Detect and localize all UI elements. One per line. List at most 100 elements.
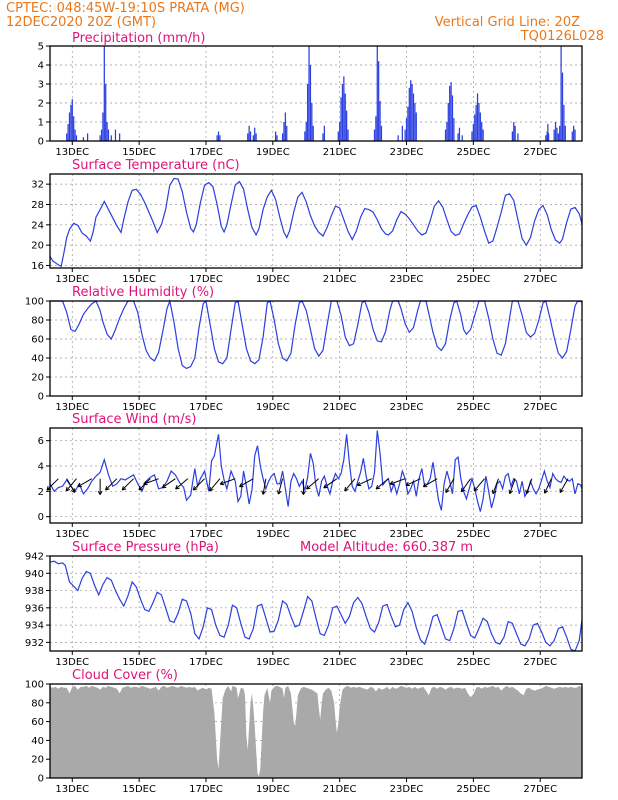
precip-bar: [70, 104, 72, 141]
wind-ytick-label: 6: [38, 436, 44, 447]
precip-ytick-label: 4: [38, 61, 44, 72]
precip-bar: [86, 133, 89, 141]
precip-bar: [514, 125, 516, 141]
temp-line: [49, 177, 583, 268]
precip-bar: [559, 125, 561, 141]
precip-bar: [114, 129, 117, 141]
wind-arrow-shaft: [277, 478, 284, 495]
panel-cloud: Cloud Cover (%) 0 20 40 60 80 100 13DEC 15DEC 17D…: [25, 668, 583, 795]
pres-ytick-label: 938: [25, 586, 44, 597]
panel-wind: Surface Wind (m/s) 0 2 4 6 13DEC 15DEC 17DEC 19D…: [38, 412, 583, 540]
wind-xtick-label: 27DEC: [523, 529, 557, 540]
precip-bar: [444, 129, 447, 141]
wind-arrow-shaft: [175, 478, 189, 490]
precip-bar: [73, 116, 75, 141]
wind-arrow-shaft: [306, 478, 320, 490]
wind-arrow: [301, 478, 306, 495]
precip-bar: [216, 135, 218, 141]
wind-arrow-shaft: [525, 478, 533, 494]
wind-arrow-head: [262, 490, 266, 495]
wind-xtick-label: 15DEC: [122, 529, 156, 540]
precip-bar: [322, 133, 324, 141]
wind-arrow: [356, 478, 372, 487]
wind-arrow-head: [193, 488, 198, 491]
precip-bar: [461, 135, 463, 141]
precip-xtick-label: 21DEC: [323, 147, 357, 158]
wind-arrow-head: [405, 481, 409, 486]
precip-bar: [305, 122, 307, 141]
wind-arrow-head: [192, 486, 195, 491]
temp-ytick-label: 16: [31, 261, 44, 272]
rh-xtick-label: 23DEC: [390, 402, 424, 413]
cloud-xtick-label: 21DEC: [323, 784, 357, 795]
wind-arrow: [405, 478, 421, 487]
wind-arrow-head: [509, 490, 514, 495]
wind-arrow-head: [389, 480, 394, 485]
rh-xtick-label: 27DEC: [523, 402, 557, 413]
cloud-frame: [49, 683, 583, 779]
rh-title: Relative Humidity (%): [72, 285, 214, 300]
temp-ytick-label: 20: [31, 241, 44, 252]
precip-bar: [546, 131, 548, 141]
precip-bar: [254, 127, 256, 141]
wind-arrow: [473, 478, 485, 492]
precip-bar: [561, 72, 564, 141]
precip-bar: [511, 131, 513, 141]
precip-bar: [283, 122, 285, 141]
precip-bar: [376, 46, 378, 141]
wind-arrow-head: [175, 487, 180, 490]
wind-arrow-shaft: [356, 478, 372, 486]
precip-bar: [103, 46, 105, 141]
precip-bar: [474, 114, 476, 141]
cloud-ytick-label: 40: [31, 736, 44, 747]
precip-bar: [82, 137, 85, 141]
precip-bar: [312, 125, 314, 141]
wind-arrow: [460, 478, 471, 493]
precip-bar: [347, 129, 349, 141]
wind-arrow: [277, 478, 284, 495]
cloud-ytick-label: 60: [31, 717, 44, 728]
rh-xtick-label: 21DEC: [323, 402, 357, 413]
panel-rh: Relative Humidity (%) 0 20 40 60 80 100 13DEC 15…: [25, 285, 583, 413]
precip-bar: [478, 103, 480, 141]
wind-arrow-shaft: [559, 478, 569, 493]
wind-arrow-head: [77, 482, 81, 487]
wind-xtick-label: 17DEC: [189, 529, 223, 540]
wind-arrow-shaft: [143, 478, 159, 485]
precip-title: Precipitation (mm/h): [72, 31, 205, 46]
wind-arrow-head: [303, 490, 306, 495]
wind-arrow-head: [71, 490, 75, 493]
wind-arrow-shaft: [423, 478, 438, 488]
wind-arrow-head: [161, 484, 165, 489]
precip-bar: [482, 129, 484, 141]
wind-arrow-shaft: [65, 478, 77, 492]
pres-xtick-label: 21DEC: [323, 657, 357, 668]
pres-xtick-label: 25DEC: [457, 657, 491, 668]
wind-arrow-shaft: [220, 478, 236, 485]
wind-arrow-head: [122, 488, 127, 491]
wind-arrow-head: [97, 490, 101, 495]
wind-arrow-head: [559, 490, 564, 493]
precip-bar: [553, 129, 555, 141]
wind-arrow: [344, 478, 356, 492]
precip-bar: [337, 131, 339, 141]
wind-arrow: [239, 478, 254, 488]
wind-arrow-head: [138, 486, 141, 491]
wind-line: [49, 430, 583, 512]
wind-arrow-head: [65, 489, 71, 492]
temp-xtick-label: 17DEC: [189, 274, 223, 285]
wind-arrow: [525, 478, 533, 495]
wind-arrow-head: [492, 490, 497, 495]
precip-bar: [380, 125, 383, 141]
wind-arrow: [121, 478, 134, 491]
precip-bar: [252, 135, 254, 141]
temp-xtick-label: 15DEC: [122, 274, 156, 285]
precip-bar: [67, 123, 69, 141]
precip-bar: [281, 133, 284, 141]
wind-arrow-shaft: [509, 478, 516, 494]
wind-arrow: [65, 478, 77, 492]
panel-precip: Precipitation (mm/h) 0 1 2 3 4 5 13DEC 15DEC 17DE…: [38, 31, 583, 158]
precip-bar: [311, 103, 313, 141]
precip-bar: [411, 84, 413, 141]
wind-xtick-label: 19DEC: [256, 529, 290, 540]
